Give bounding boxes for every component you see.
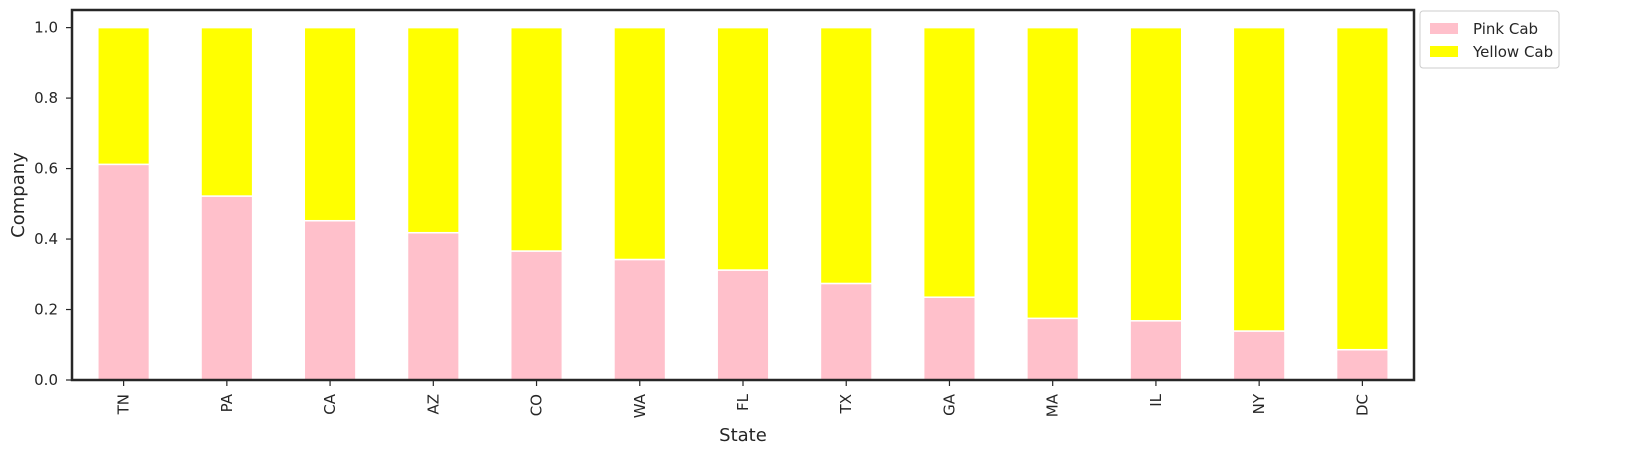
x-tick-label-ga: GA bbox=[940, 393, 958, 416]
y-tick-label: 1.0 bbox=[34, 19, 58, 37]
bar-pink-cab-ca bbox=[303, 219, 357, 381]
x-tick-label-fl: FL bbox=[734, 393, 752, 411]
x-tick-label-tn: TN bbox=[115, 394, 133, 415]
bar-yellow-cab-ma bbox=[1026, 26, 1080, 320]
bars-layer bbox=[97, 26, 1389, 381]
y-axis-label: Company bbox=[8, 152, 29, 238]
legend-swatch-yellow-cab bbox=[1430, 46, 1458, 57]
bar-pink-cab-tn bbox=[97, 163, 151, 381]
x-tick-label-co: CO bbox=[528, 394, 546, 416]
x-tick-label-ca: CA bbox=[321, 393, 339, 414]
bar-yellow-cab-fl bbox=[716, 26, 770, 271]
y-tick-label: 0.8 bbox=[34, 89, 58, 107]
legend-swatch-pink-cab bbox=[1430, 23, 1458, 34]
bar-yellow-cab-az bbox=[406, 26, 460, 234]
x-tick-label-ny: NY bbox=[1250, 393, 1268, 414]
bar-pink-cab-ma bbox=[1026, 317, 1080, 381]
bar-yellow-cab-dc bbox=[1335, 26, 1389, 351]
y-axis-ticks: 0.0 0.2 0.4 0.6 0.8 1.0 bbox=[34, 19, 72, 389]
x-tick-label-az: AZ bbox=[424, 394, 442, 415]
y-tick-label: 0.6 bbox=[34, 160, 58, 178]
legend-label-yellow-cab: Yellow Cab bbox=[1472, 43, 1553, 61]
bar-pink-cab-pa bbox=[200, 195, 254, 381]
bar-pink-cab-il bbox=[1129, 320, 1183, 381]
y-tick-label: 0.4 bbox=[34, 230, 58, 248]
bar-pink-cab-ny bbox=[1232, 330, 1286, 381]
bar-yellow-cab-ca bbox=[303, 26, 357, 222]
plot-frame bbox=[70, 8, 1416, 382]
bar-yellow-cab-tx bbox=[819, 26, 873, 285]
x-axis-label: State bbox=[719, 425, 767, 446]
bar-pink-cab-tx bbox=[819, 282, 873, 381]
x-tick-label-ma: MA bbox=[1044, 393, 1062, 417]
legend-label-pink-cab: Pink Cab bbox=[1473, 20, 1538, 38]
x-tick-label-wa: WA bbox=[631, 393, 649, 418]
x-tick-label-il: IL bbox=[1147, 393, 1165, 406]
bar-yellow-cab-ga bbox=[922, 26, 977, 298]
x-tick-label-dc: DC bbox=[1353, 394, 1371, 416]
legend: Pink Cab Yellow Cab bbox=[1419, 10, 1560, 69]
bar-pink-cab-dc bbox=[1335, 348, 1389, 381]
bar-yellow-cab-il bbox=[1129, 26, 1183, 322]
bar-pink-cab-co bbox=[509, 250, 564, 381]
bar-yellow-cab-ny bbox=[1232, 26, 1286, 332]
bar-pink-cab-wa bbox=[613, 258, 667, 381]
bar-yellow-cab-tn bbox=[97, 26, 151, 166]
bar-yellow-cab-pa bbox=[200, 26, 254, 197]
bar-yellow-cab-co bbox=[509, 26, 564, 252]
bar-pink-cab-ga bbox=[922, 296, 977, 381]
y-tick-label: 0.0 bbox=[34, 371, 58, 389]
x-axis-ticks: TN PA CA AZ CO WA FL TX GA MA IL NY DC bbox=[115, 380, 1371, 418]
y-tick-label: 0.2 bbox=[34, 301, 58, 319]
bar-pink-cab-az bbox=[406, 231, 460, 381]
x-tick-label-pa: PA bbox=[218, 393, 236, 412]
bar-yellow-cab-wa bbox=[613, 26, 667, 261]
x-tick-label-tx: TX bbox=[837, 394, 855, 414]
bar-pink-cab-fl bbox=[716, 269, 770, 381]
